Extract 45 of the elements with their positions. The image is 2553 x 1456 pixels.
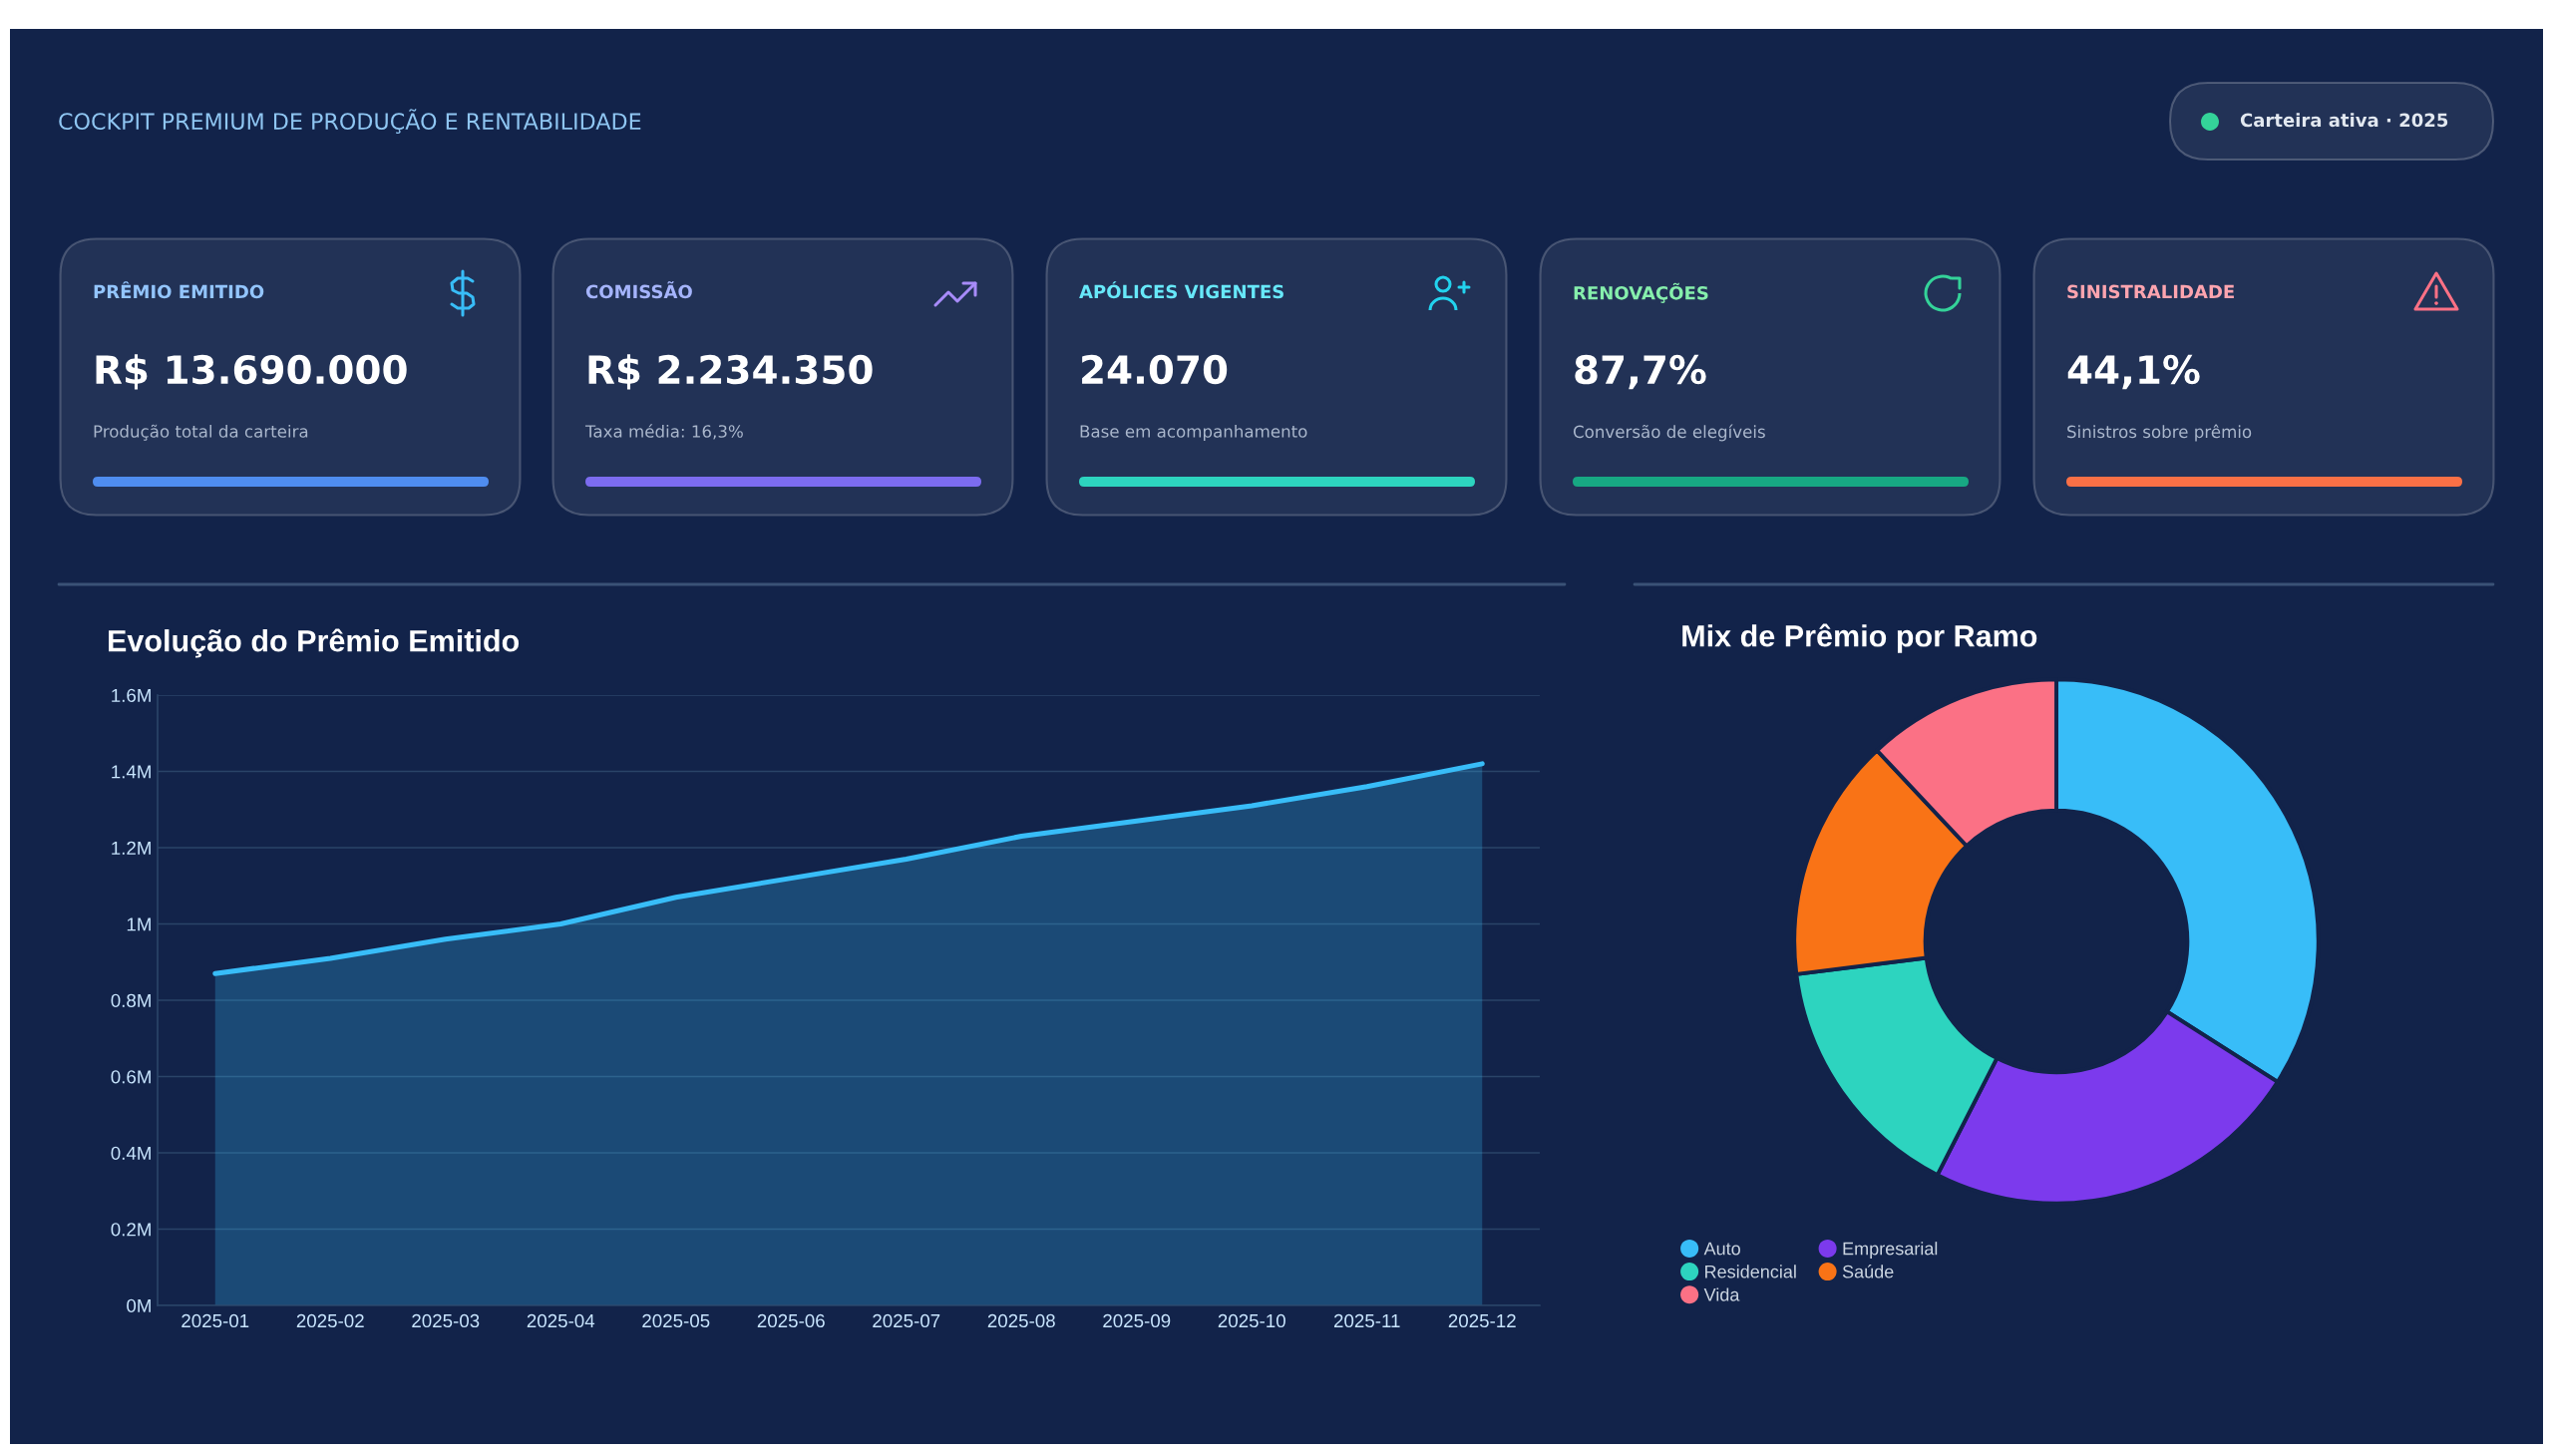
x-tick-label: 2025-10 — [1218, 1313, 1285, 1328]
text: R$ 2.234.350 — [588, 354, 873, 390]
y-tick-label: 0.2M — [111, 1223, 151, 1237]
text: 44,1% — [2067, 354, 2200, 390]
text: Base em acompanhamento — [1080, 424, 1307, 442]
x-tick-label: 2025-11 — [1333, 1313, 1400, 1328]
legend-label: Saúde — [1842, 1265, 1894, 1278]
text: Sinistros sobre prêmio — [2067, 424, 2252, 442]
x-tick-label: 2025-01 — [182, 1313, 249, 1328]
text: RENOVAÇÕES — [1574, 282, 1708, 303]
legend-label: Residencial — [1705, 1265, 1796, 1278]
text: Carteira ativa · 2025 — [2240, 113, 2448, 128]
y-tick-label: 0.8M — [111, 993, 151, 1007]
y-tick-label: 0.6M — [111, 1070, 151, 1084]
x-tick-label: 2025-06 — [757, 1313, 825, 1328]
text: R$ 13.690.000 — [96, 354, 407, 390]
legend-label: Auto — [1703, 1242, 1740, 1256]
x-tick-label: 2025-08 — [987, 1313, 1055, 1328]
text: APÓLICES VIGENTES — [1079, 281, 1283, 299]
legend-label: Vida — [1703, 1287, 1740, 1301]
y-tick-label: 1.4M — [112, 765, 151, 779]
text: SINISTRALIDADE — [2067, 284, 2234, 299]
text: Conversão de elegíveis — [1573, 424, 1765, 442]
x-tick-label: 2025-12 — [1448, 1313, 1516, 1328]
x-tick-label: 2025-02 — [296, 1313, 364, 1328]
x-tick-label: 2025-07 — [873, 1313, 940, 1328]
text: Produção total da carteira — [94, 424, 308, 441]
text: 24.070 — [1082, 354, 1228, 385]
chart-title: Mix de Prêmio por Ramo — [1682, 623, 2037, 653]
chart-title: Evolução do Prêmio Emitido — [109, 628, 520, 658]
text: 87,7% — [1575, 354, 1706, 390]
x-tick-label: 2025-03 — [412, 1313, 480, 1328]
text: Taxa média: 16,3% — [584, 424, 743, 440]
y-tick-label: 1.6M — [112, 688, 151, 702]
y-tick-label: 0M — [127, 1298, 151, 1312]
y-tick-label: 0.4M — [111, 1146, 151, 1160]
x-tick-label: 2025-04 — [527, 1313, 595, 1328]
text: COCKPIT PREMIUM DE PRODUÇÃO E RENTABILIDADE — [59, 109, 641, 135]
y-tick-label: 1.2M — [112, 841, 151, 855]
legend-label: Empresarial — [1843, 1242, 1938, 1259]
text: PRÊMIO EMITIDO — [94, 281, 264, 299]
text: COMISSÃO — [585, 281, 692, 299]
y-tick-label: 1M — [127, 917, 151, 931]
x-tick-label: 2025-05 — [642, 1313, 710, 1328]
x-tick-label: 2025-09 — [1103, 1313, 1171, 1328]
